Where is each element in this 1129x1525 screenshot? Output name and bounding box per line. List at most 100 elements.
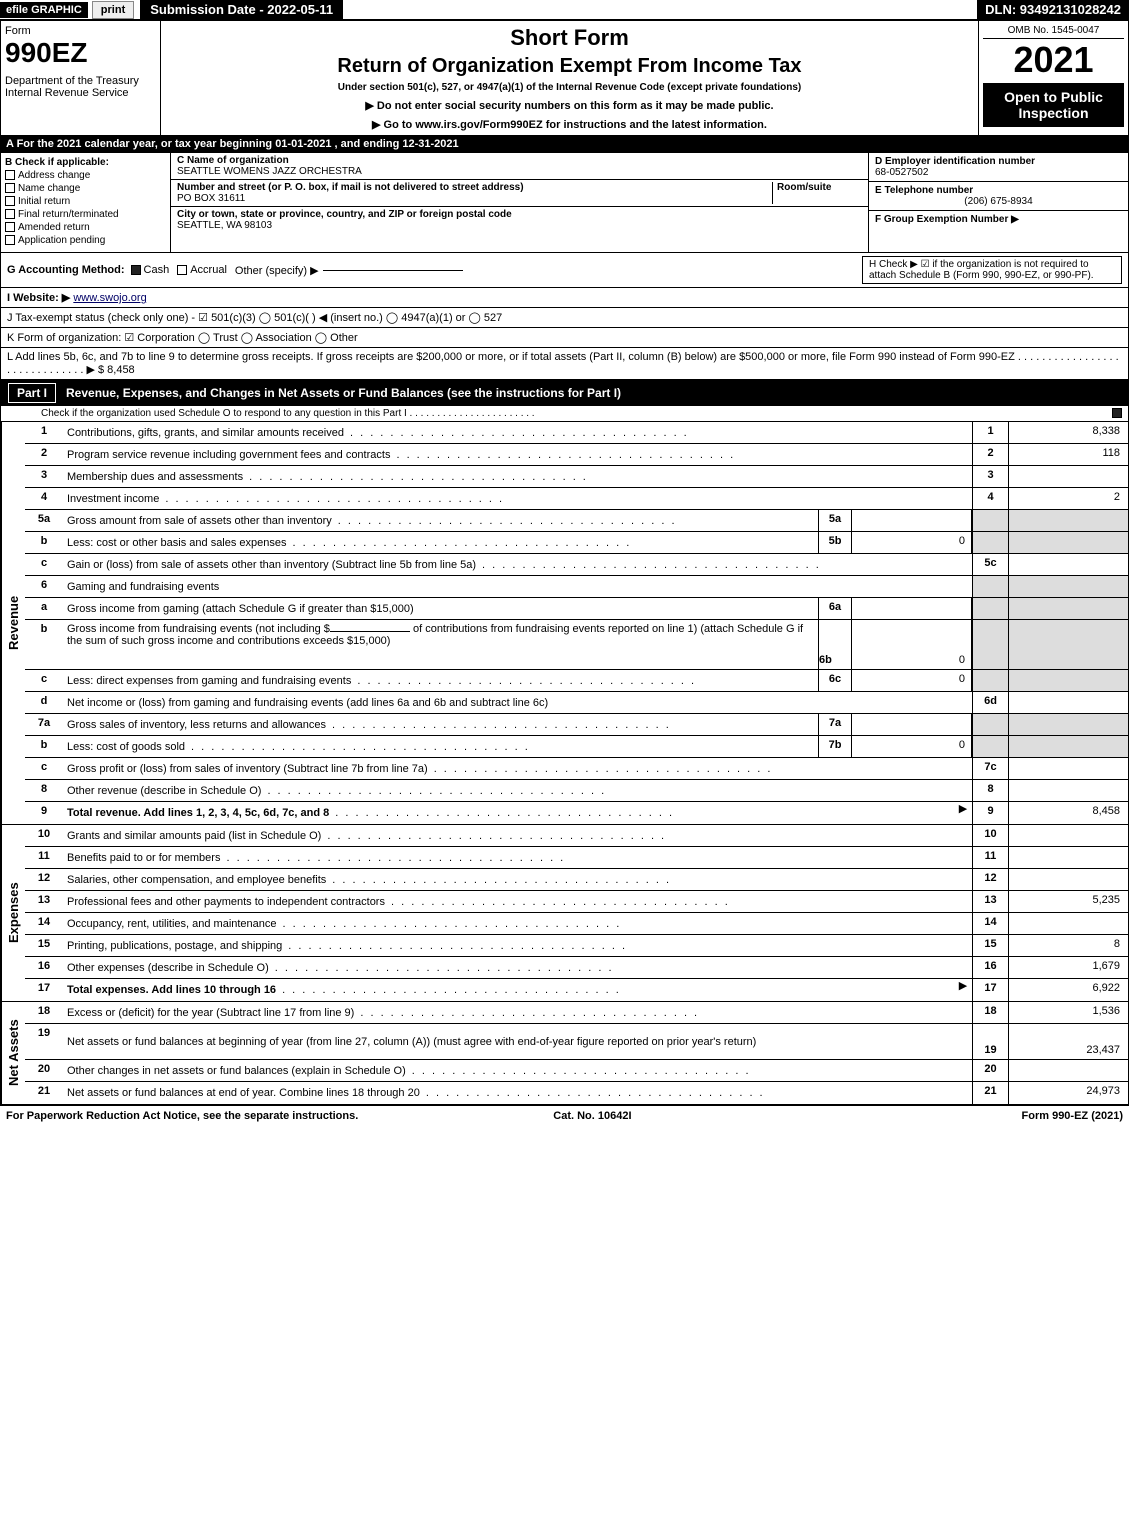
- form-word: Form: [5, 25, 156, 37]
- line-6b-subval: 0: [852, 620, 972, 669]
- line-17: 17Total expenses. Add lines 10 through 1…: [25, 979, 1128, 1001]
- line-6b-input[interactable]: [330, 631, 410, 632]
- line-6d-value: [1008, 692, 1128, 713]
- f-group-label: F Group Exemption Number ▶: [875, 214, 1122, 225]
- chk-application-pending[interactable]: Application pending: [5, 235, 166, 246]
- line-6d: dNet income or (loss) from gaming and fu…: [25, 692, 1128, 714]
- line-6: 6Gaming and fundraising events: [25, 576, 1128, 598]
- chk-address-change[interactable]: Address change: [5, 170, 166, 181]
- header-right: OMB No. 1545-0047 2021 Open to Public In…: [978, 21, 1128, 135]
- top-bar: efile GRAPHIC print Submission Date - 20…: [0, 0, 1129, 20]
- line-17-value: 6,922: [1008, 979, 1128, 1001]
- open-to-public: Open to Public Inspection: [983, 83, 1124, 127]
- h-schedule-b: H Check ▶ ☑ if the organization is not r…: [862, 256, 1122, 284]
- line-11-value: [1008, 847, 1128, 868]
- line-7c-value: [1008, 758, 1128, 779]
- line-21: 21Net assets or fund balances at end of …: [25, 1082, 1128, 1104]
- line-12-value: [1008, 869, 1128, 890]
- line-2: 2Program service revenue including gover…: [25, 444, 1128, 466]
- part1-title: Revenue, Expenses, and Changes in Net As…: [66, 386, 621, 400]
- omb-number: OMB No. 1545-0047: [983, 25, 1124, 39]
- part1-label: Part I: [8, 383, 56, 403]
- line-14-value: [1008, 913, 1128, 934]
- c-name-label: C Name of organization: [177, 155, 862, 166]
- revenue-side-label: Revenue: [1, 422, 25, 824]
- irs-link[interactable]: ▶ Go to www.irs.gov/Form990EZ for instru…: [372, 119, 767, 131]
- website-link[interactable]: www.swojo.org: [73, 292, 146, 304]
- g-label: G Accounting Method:: [7, 264, 125, 276]
- line-5c: cGain or (loss) from sale of assets othe…: [25, 554, 1128, 576]
- column-def: D Employer identification number 68-0527…: [868, 153, 1128, 252]
- line-5a: 5aGross amount from sale of assets other…: [25, 510, 1128, 532]
- line-6a: aGross income from gaming (attach Schedu…: [25, 598, 1128, 620]
- line-16-value: 1,679: [1008, 957, 1128, 978]
- line-6a-subval: [852, 598, 972, 619]
- line-5a-subval: [852, 510, 972, 531]
- line-19: 19Net assets or fund balances at beginni…: [25, 1024, 1128, 1060]
- chk-final-return[interactable]: Final return/terminated: [5, 209, 166, 220]
- efile-label: efile GRAPHIC: [0, 2, 88, 18]
- line-16: 16Other expenses (describe in Schedule O…: [25, 957, 1128, 979]
- e-tel-label: E Telephone number: [875, 185, 1122, 196]
- line-15-value: 8: [1008, 935, 1128, 956]
- c-addr-label: Number and street (or P. O. box, if mail…: [177, 182, 524, 193]
- line-5b-subval: 0: [852, 532, 972, 553]
- subtitle: Under section 501(c), 527, or 4947(a)(1)…: [165, 82, 974, 93]
- chk-initial-return[interactable]: Initial return: [5, 196, 166, 207]
- i-label: I Website: ▶: [7, 292, 70, 304]
- line-10: 10Grants and similar amounts paid (list …: [25, 825, 1128, 847]
- section-bcdef: B Check if applicable: Address change Na…: [0, 152, 1129, 253]
- row-a-period: A For the 2021 calendar year, or tax yea…: [0, 136, 1129, 152]
- line-8: 8Other revenue (describe in Schedule O)8: [25, 780, 1128, 802]
- part1-header: Part I Revenue, Expenses, and Changes in…: [0, 380, 1129, 406]
- expenses-section: Expenses 10Grants and similar amounts pa…: [1, 824, 1128, 1001]
- ein-value: 68-0527502: [875, 167, 1122, 178]
- line-20-value: [1008, 1060, 1128, 1081]
- c-city-label: City or town, state or province, country…: [177, 209, 862, 220]
- room-label: Room/suite: [777, 182, 831, 193]
- line-5b: bLess: cost or other basis and sales exp…: [25, 532, 1128, 554]
- row-g-h: G Accounting Method: Cash Accrual Other …: [0, 253, 1129, 288]
- form-number: 990EZ: [5, 37, 156, 69]
- row-k-org-form: K Form of organization: ☑ Corporation ◯ …: [0, 328, 1129, 348]
- chk-cash[interactable]: [131, 265, 141, 275]
- line-6c: cLess: direct expenses from gaming and f…: [25, 670, 1128, 692]
- chk-amended-return[interactable]: Amended return: [5, 222, 166, 233]
- goto-line[interactable]: ▶ Go to www.irs.gov/Form990EZ for instru…: [165, 118, 974, 131]
- line-21-value: 24,973: [1008, 1082, 1128, 1104]
- line-9-value: 8,458: [1008, 802, 1128, 824]
- line-5c-value: [1008, 554, 1128, 575]
- chk-name-change[interactable]: Name change: [5, 183, 166, 194]
- chk-accrual[interactable]: [177, 265, 187, 275]
- part1-table: Revenue 1Contributions, gifts, grants, a…: [0, 422, 1129, 1105]
- d-ein-label: D Employer identification number: [875, 156, 1122, 167]
- line-11: 11Benefits paid to or for members11: [25, 847, 1128, 869]
- department: Department of the Treasury Internal Reve…: [5, 75, 156, 99]
- row-l-gross-receipts: L Add lines 5b, 6c, and 7b to line 9 to …: [0, 348, 1129, 380]
- line-10-value: [1008, 825, 1128, 846]
- line-7c: cGross profit or (loss) from sales of in…: [25, 758, 1128, 780]
- no-ssn-line: ▶ Do not enter social security numbers o…: [165, 99, 974, 112]
- print-button[interactable]: print: [92, 1, 134, 19]
- line-6b: bGross income from fundraising events (n…: [25, 620, 1128, 670]
- chk-schedule-o[interactable]: [1112, 408, 1122, 418]
- line-1-value: 8,338: [1008, 422, 1128, 443]
- submission-date: Submission Date - 2022-05-11: [140, 0, 343, 19]
- line-13-value: 5,235: [1008, 891, 1128, 912]
- line-7b: bLess: cost of goods sold7b0: [25, 736, 1128, 758]
- row-j-status: J Tax-exempt status (check only one) - ☑…: [0, 308, 1129, 328]
- line-2-value: 118: [1008, 444, 1128, 465]
- column-c: C Name of organization SEATTLE WOMENS JA…: [171, 153, 868, 252]
- org-name: SEATTLE WOMENS JAZZ ORCHESTRA: [177, 166, 862, 177]
- footer-left: For Paperwork Reduction Act Notice, see …: [6, 1110, 358, 1122]
- line-4-value: 2: [1008, 488, 1128, 509]
- header-left: Form 990EZ Department of the Treasury In…: [1, 21, 161, 135]
- netassets-section: Net Assets 18Excess or (deficit) for the…: [1, 1001, 1128, 1104]
- line-1: 1Contributions, gifts, grants, and simil…: [25, 422, 1128, 444]
- line-3: 3Membership dues and assessments3: [25, 466, 1128, 488]
- tel-value: (206) 675-8934: [875, 196, 1122, 207]
- other-specify-input[interactable]: [323, 270, 463, 271]
- header-center: Short Form Return of Organization Exempt…: [161, 21, 978, 135]
- org-city: SEATTLE, WA 98103: [177, 220, 862, 231]
- line-7a: 7aGross sales of inventory, less returns…: [25, 714, 1128, 736]
